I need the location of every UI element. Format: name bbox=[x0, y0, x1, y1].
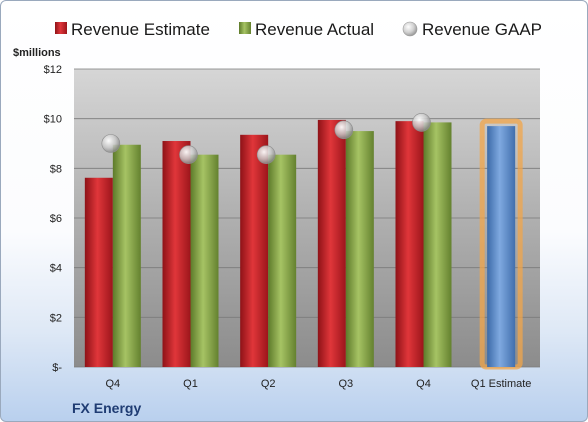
marker-revenue-gaap bbox=[179, 145, 198, 164]
legend-label-revenue-estimate: Revenue Estimate bbox=[71, 20, 210, 39]
bar-revenue-estimate bbox=[317, 119, 346, 368]
marker-revenue-gaap bbox=[256, 145, 276, 164]
legend-swatch-revenue-actual bbox=[239, 22, 251, 34]
y-axis-ticks: $- $2 $4 $6 $8 $10 $12 bbox=[44, 64, 63, 374]
bar-revenue-actual bbox=[423, 122, 452, 368]
x-tick-label: Q1 Estimate bbox=[471, 378, 532, 390]
x-tick-label: Q4 bbox=[105, 378, 120, 390]
bar-revenue-actual bbox=[268, 154, 297, 367]
marker-revenue-gaap bbox=[412, 113, 431, 132]
bar-revenue-actual bbox=[112, 144, 141, 367]
y-tick-label: $4 bbox=[50, 263, 62, 275]
gridlines bbox=[74, 68, 540, 368]
bar-revenue-estimate bbox=[84, 177, 113, 367]
x-tick-label: Q2 bbox=[261, 378, 276, 390]
y-tick-label: $6 bbox=[50, 213, 62, 225]
legend: Revenue Estimate Revenue Actual Revenue … bbox=[55, 20, 542, 39]
bars bbox=[84, 118, 523, 370]
company-name: FX Energy bbox=[72, 400, 141, 416]
marker-revenue-gaap bbox=[334, 120, 354, 140]
legend-swatch-revenue-estimate bbox=[55, 22, 67, 34]
y-tick-label: $- bbox=[52, 362, 62, 374]
bar-revenue-estimate-next-quarter bbox=[487, 126, 516, 367]
y-axis-unit-label: $millions bbox=[13, 47, 61, 59]
y-tick-label: $2 bbox=[50, 312, 62, 324]
legend-label-revenue-actual: Revenue Actual bbox=[255, 20, 374, 39]
x-axis-ticks: Q4 Q1 Q2 Q3 Q4 Q1 Estimate bbox=[105, 378, 531, 390]
x-tick-label: Q1 bbox=[183, 378, 198, 390]
y-tick-label: $10 bbox=[44, 114, 62, 126]
bar-revenue-actual bbox=[190, 154, 219, 367]
y-tick-label: $12 bbox=[44, 64, 62, 76]
bar-revenue-estimate bbox=[395, 121, 424, 368]
legend-swatch-revenue-gaap bbox=[402, 21, 418, 37]
legend-label-revenue-gaap: Revenue GAAP bbox=[422, 20, 542, 39]
x-tick-label: Q3 bbox=[338, 378, 353, 390]
bar-revenue-estimate bbox=[162, 141, 191, 367]
marker-revenue-gaap bbox=[101, 134, 121, 153]
x-tick-label: Q4 bbox=[416, 378, 431, 390]
bar-revenue-actual bbox=[345, 131, 374, 367]
bar-revenue-estimate bbox=[240, 134, 269, 367]
y-tick-label: $8 bbox=[50, 163, 62, 175]
gaap-markers bbox=[101, 113, 431, 164]
